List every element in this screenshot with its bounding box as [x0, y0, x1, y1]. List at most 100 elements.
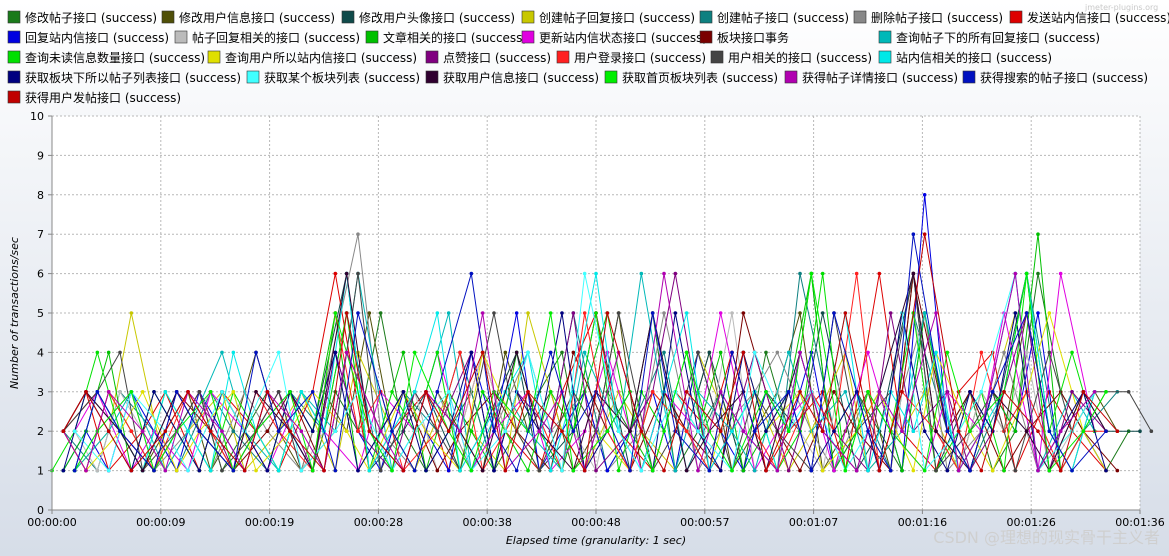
data-point [786, 350, 791, 355]
series-25 [61, 232, 1120, 473]
data-point [673, 311, 678, 315]
legend-item[interactable]: 获得用户发帖接口 (success) [7, 90, 181, 105]
legend-swatch [784, 70, 798, 84]
data-point [197, 429, 202, 434]
data-point [945, 429, 950, 434]
legend-item[interactable]: 用户相关的接口 (success) [710, 50, 872, 65]
data-point [1058, 468, 1063, 473]
data-point [186, 468, 190, 473]
credit-text: CSDN @理想的现实骨干主义者 [933, 528, 1160, 547]
legend-label: 获得帖子详情接口 (success) [802, 70, 958, 85]
data-point [911, 271, 916, 276]
y-tick-label: 2 [37, 425, 44, 438]
data-point [537, 468, 542, 473]
legend-swatch [425, 50, 439, 64]
legend-item[interactable]: 文章相关的接口 (success) [365, 30, 527, 45]
legend-item[interactable]: 修改用户头像接口 (success) [341, 10, 515, 25]
data-point [84, 468, 88, 473]
y-tick-label: 8 [37, 189, 44, 202]
data-point [514, 311, 519, 315]
legend-item[interactable]: 点赞接口 (success) [425, 50, 551, 65]
legend-item[interactable]: 更新站内信状态接口 (success) [521, 30, 707, 45]
legend-item[interactable]: 发送站内信接口 (success) [1009, 10, 1169, 25]
data-point [934, 468, 938, 473]
legend-label: 删除帖子接口 (success) [871, 10, 1003, 25]
data-point [492, 468, 496, 473]
data-point [922, 468, 927, 473]
legend-item[interactable]: 获取用户信息接口 (success) [425, 70, 599, 85]
legend-swatch [521, 30, 535, 44]
legend-item[interactable]: 修改用户信息接口 (success) [161, 10, 335, 25]
data-point [458, 468, 462, 473]
data-point [1070, 390, 1074, 394]
data-point [684, 390, 689, 394]
data-point [526, 468, 530, 473]
data-point [820, 271, 825, 276]
data-point [72, 468, 77, 473]
data-point [696, 350, 700, 355]
data-point [843, 468, 848, 473]
data-point [934, 311, 938, 315]
data-point [435, 468, 440, 473]
legend-item[interactable]: 查询用户所以站内信接口 (success) [207, 50, 417, 65]
legend-label: 更新站内信状态接口 (success) [539, 30, 707, 45]
data-point [673, 468, 678, 473]
legend-item[interactable]: 用户登录接口 (success) [556, 50, 706, 65]
data-point [378, 311, 383, 315]
legend-item[interactable]: 获取某个板块列表 (success) [246, 70, 420, 85]
legend-label: 用户相关的接口 (success) [728, 50, 872, 65]
legend-item[interactable]: 站内信相关的接口 (success) [878, 50, 1052, 65]
data-point [696, 429, 700, 434]
legend-item[interactable]: 创建帖子接口 (success) [699, 10, 849, 25]
legend-swatch [7, 30, 21, 44]
series-24 [72, 232, 1108, 473]
data-point [707, 350, 712, 355]
x-tick-label: 00:00:19 [245, 516, 294, 529]
data-point [276, 350, 281, 355]
data-point [764, 350, 768, 355]
data-point [435, 390, 440, 394]
data-point [1002, 468, 1006, 473]
data-point [1058, 271, 1063, 276]
data-point [718, 311, 723, 315]
data-point [934, 429, 938, 434]
data-point [548, 311, 553, 315]
legend-label: 获取某个板块列表 (success) [264, 71, 420, 85]
legend-item[interactable]: 修改帖子接口 (success) [7, 10, 157, 25]
data-point [888, 468, 893, 473]
x-tick-label: 00:00:00 [27, 516, 76, 529]
legend-item[interactable]: 帖子回复相关的接口 (success) [174, 30, 360, 45]
data-point [254, 390, 258, 394]
legend-swatch [710, 50, 724, 64]
legend-swatch [521, 10, 535, 24]
legend-label: 查询帖子下的所有回复接口 (success) [896, 30, 1100, 45]
legend-item[interactable]: 查询帖子下的所有回复接口 (success) [878, 30, 1100, 45]
legend-item[interactable]: 删除帖子接口 (success) [853, 10, 1003, 25]
legend-item[interactable]: 获取板块下所以帖子列表接口 (success) [7, 70, 241, 85]
legend-item[interactable]: 查询未读信息数量接口 (success) [7, 50, 205, 65]
data-point [1002, 390, 1006, 394]
data-point [197, 390, 202, 394]
legend-item[interactable]: 获得帖子详情接口 (success) [784, 70, 958, 85]
legend-item[interactable]: 回复站内信接口 (success) [7, 30, 169, 45]
legend-item[interactable]: 获得搜索的帖子接口 (success) [962, 70, 1148, 85]
data-point [945, 468, 950, 473]
legend-item[interactable]: 获取首页板块列表 (success) [604, 70, 778, 85]
data-point [401, 350, 406, 355]
data-point [628, 468, 632, 473]
legend-swatch [246, 70, 260, 84]
data-point [650, 390, 655, 394]
legend-item[interactable]: 创建帖子回复接口 (success) [521, 10, 695, 25]
data-point [276, 390, 281, 394]
data-point [560, 311, 564, 315]
data-point [61, 429, 66, 434]
data-point [696, 468, 700, 473]
x-tick-label: 00:01:16 [898, 516, 947, 529]
data-point [571, 311, 576, 315]
legend-item[interactable]: 板块接口事务 [699, 30, 789, 45]
data-point [560, 468, 564, 473]
data-point [288, 429, 292, 434]
legend-label: 发送站内信接口 (success) [1027, 10, 1169, 25]
legend-label: 获取板块下所以帖子列表接口 (success) [25, 70, 241, 85]
data-point [1013, 468, 1018, 473]
